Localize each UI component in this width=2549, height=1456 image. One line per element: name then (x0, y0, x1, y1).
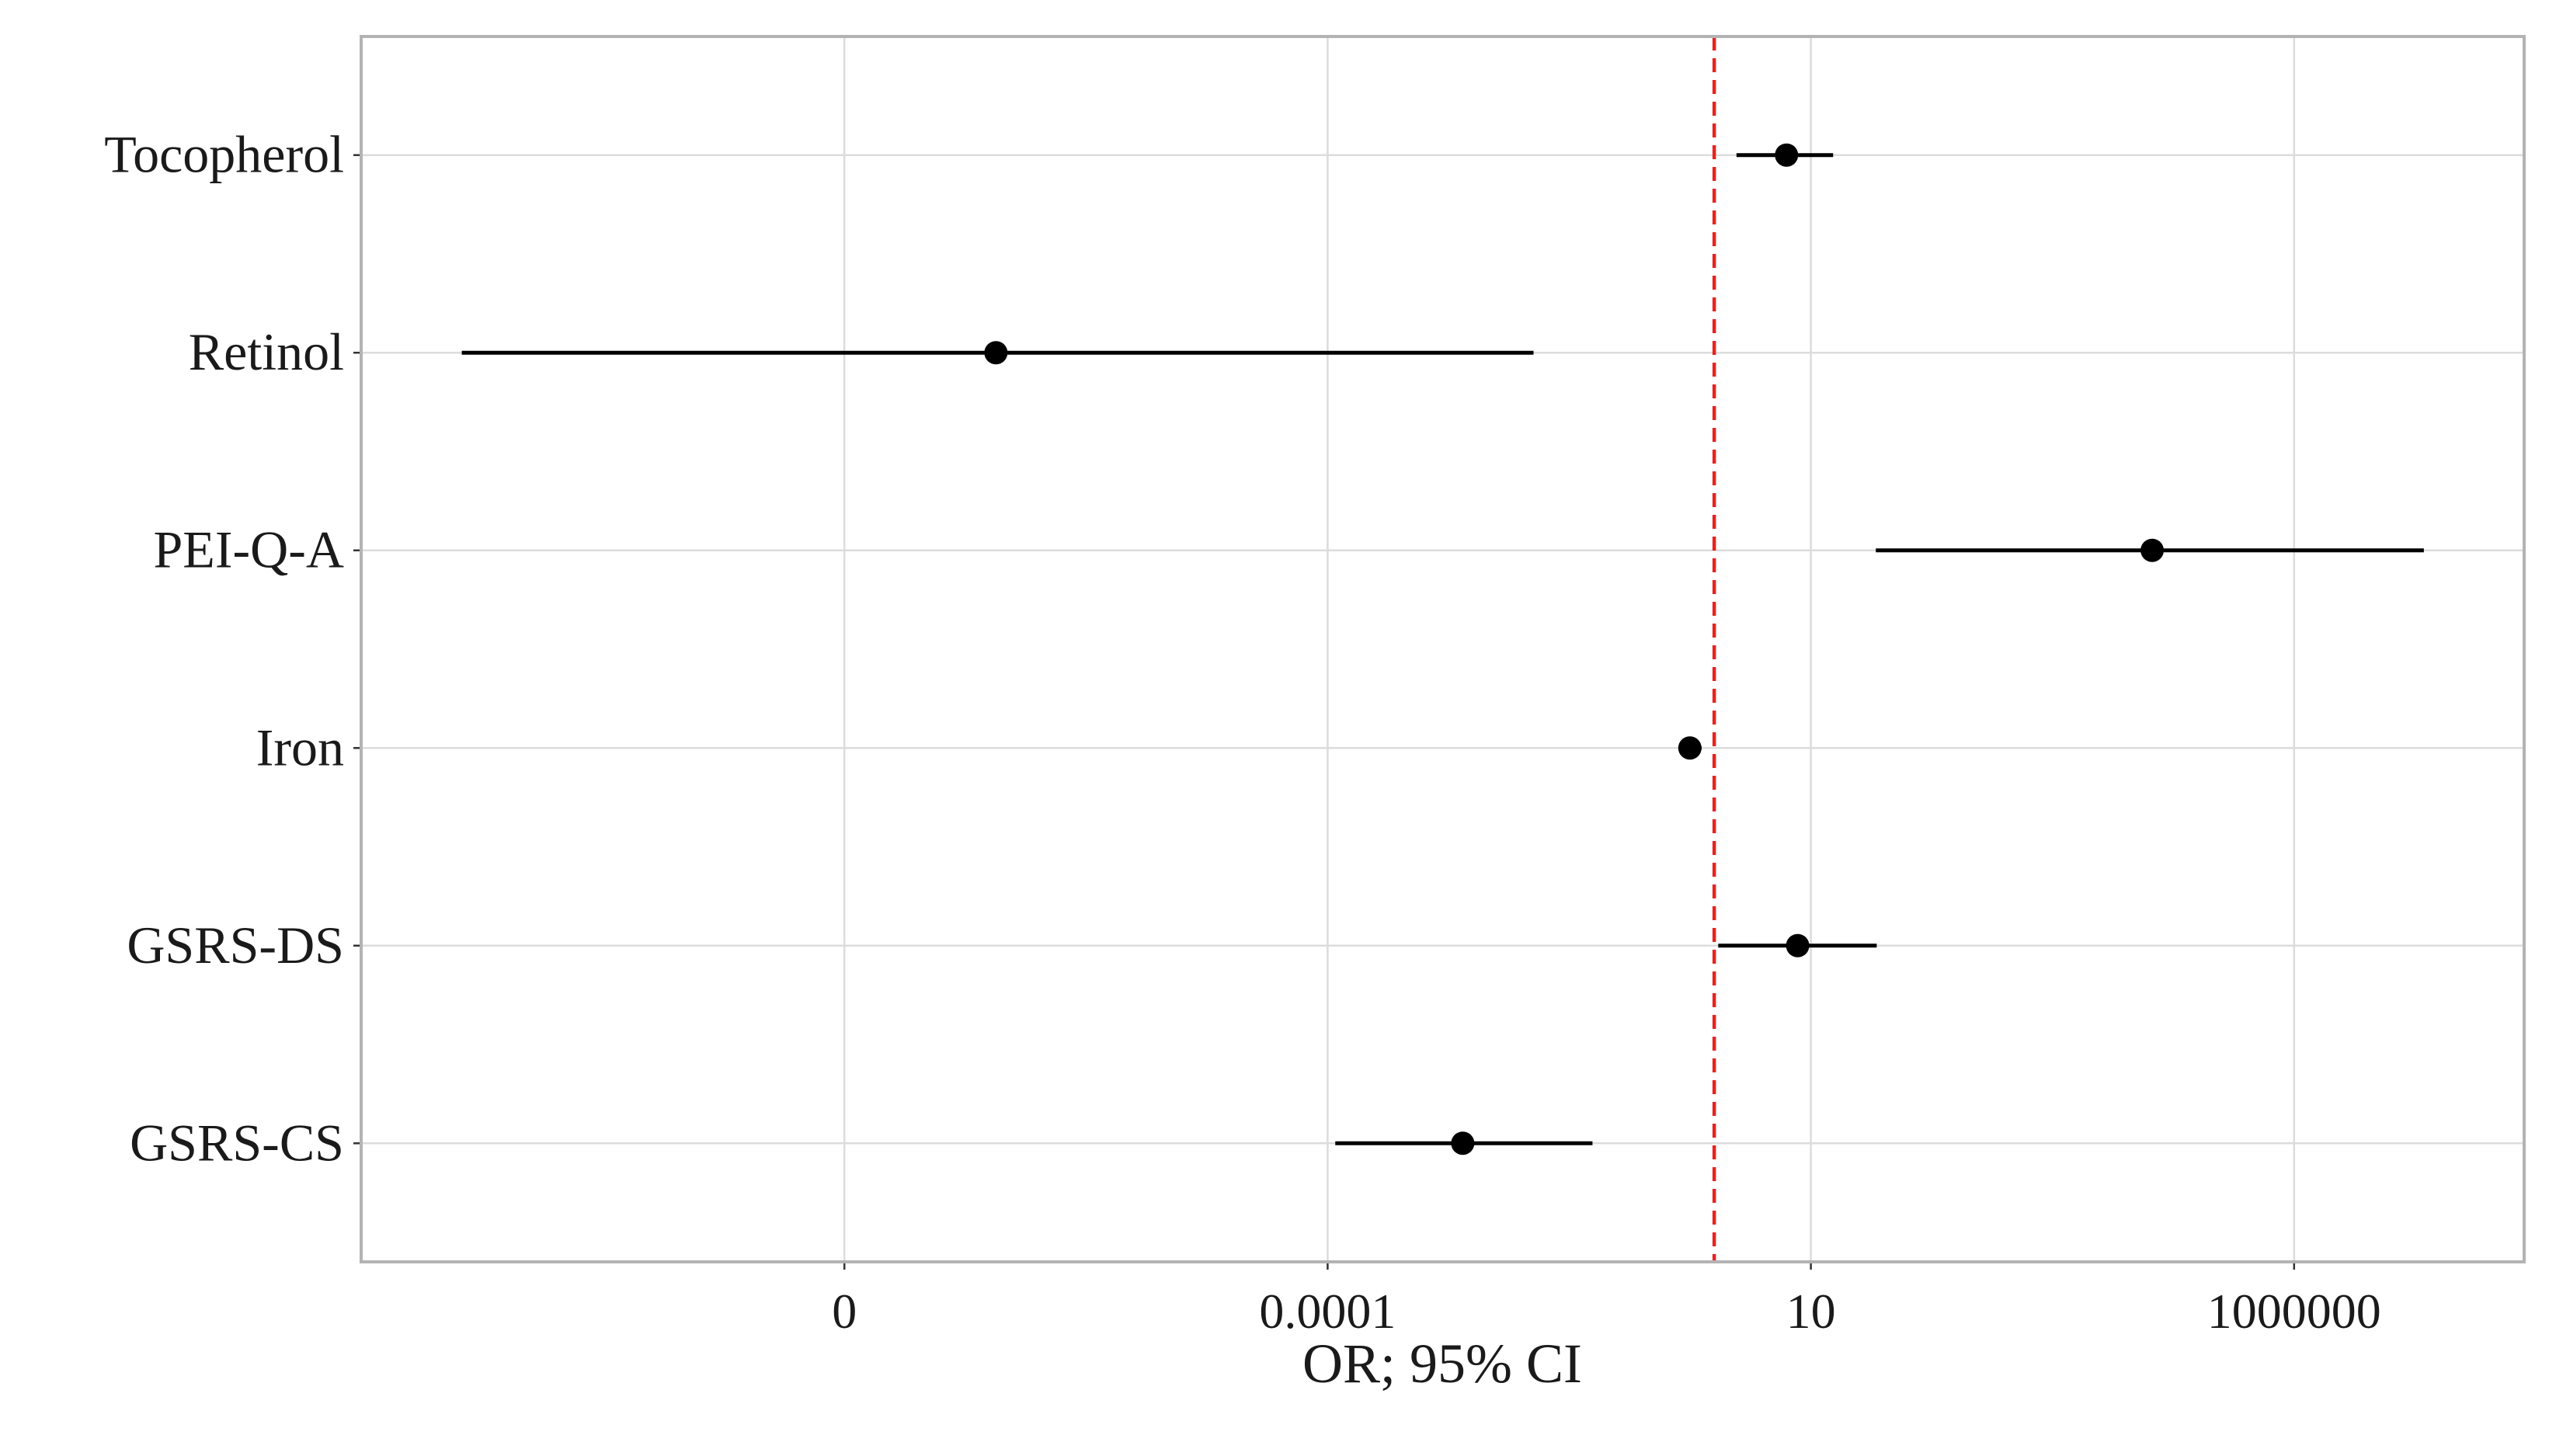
point-estimate (1775, 143, 1799, 167)
x-tick-label: 10 (1786, 1284, 1836, 1339)
point-estimate (1451, 1131, 1475, 1155)
point-estimate (984, 341, 1008, 365)
panel-border (360, 35, 2526, 1263)
point-estimate (1678, 736, 1702, 760)
y-tick-label: GSRS-DS (127, 916, 344, 975)
x-tick-label: 0 (832, 1284, 857, 1339)
y-tick-label: GSRS-CS (130, 1113, 344, 1172)
x-tick-label: 0.0001 (1259, 1284, 1396, 1339)
x-axis-title: OR; 95% CI (1302, 1333, 1582, 1395)
y-tick-label: Iron (256, 718, 344, 777)
point-estimate (1786, 933, 1810, 957)
point-estimate (2140, 538, 2165, 562)
x-tick-label: 1000000 (2207, 1284, 2381, 1339)
y-tick-label: Retinol (189, 322, 344, 381)
y-tick-label: Tocopherol (104, 125, 344, 184)
y-tick-label: PEI-Q-A (153, 520, 344, 579)
panel-background (361, 36, 2524, 1262)
